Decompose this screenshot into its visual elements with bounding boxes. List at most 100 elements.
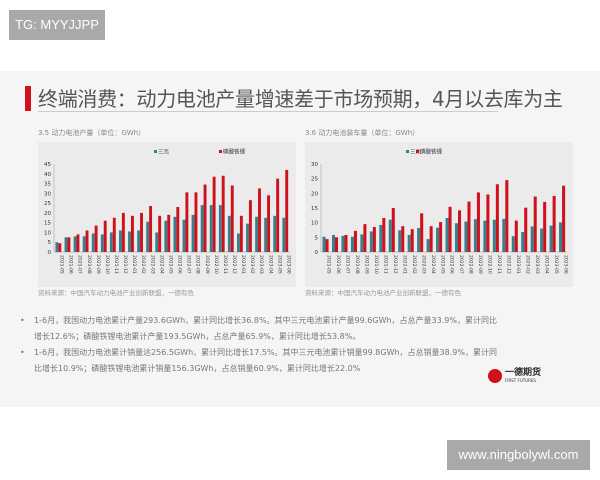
bar-lfp <box>467 201 471 252</box>
legend-label: 三元 <box>410 149 422 156</box>
bar-lfp <box>562 185 566 252</box>
legend-swatch <box>416 150 419 153</box>
bar-ternary <box>341 235 345 252</box>
bar-lfp <box>448 206 452 252</box>
x-tick-label: 2022-02 <box>411 255 417 274</box>
x-tick-label: 2022-10 <box>487 255 493 274</box>
y-tick-label: 15 <box>44 221 51 227</box>
x-tick-label: 2022-03 <box>149 255 155 274</box>
legend-swatch <box>219 150 222 153</box>
bar-ternary <box>173 216 177 252</box>
bar-lfp <box>552 195 556 252</box>
bar-ternary <box>464 221 468 252</box>
bar-lfp <box>221 175 225 252</box>
x-tick-label: 2023-05 <box>276 255 282 274</box>
bar-ternary <box>521 232 525 252</box>
bar-ternary <box>200 205 204 252</box>
x-tick-label: 2021-07 <box>345 255 351 274</box>
tg-tag: TG: MYYJJPP <box>9 10 105 40</box>
bar-lfp <box>76 234 80 252</box>
bar-lfp <box>285 169 289 252</box>
bar-ternary <box>426 239 430 252</box>
x-tick-label: 2022-10 <box>213 255 219 274</box>
bar-ternary <box>369 231 373 252</box>
bar-lfp <box>58 243 62 252</box>
bar-lfp <box>372 227 376 252</box>
bar-lfp <box>267 195 271 252</box>
x-tick-label: 2021-07 <box>77 255 83 274</box>
bar-lfp <box>391 208 395 252</box>
bullet-text: 1-6月，我国动力电池累计产量293.6GWh，累计同比增长36.8%。其中三元… <box>34 316 497 341</box>
x-tick-label: 2021-10 <box>104 255 110 274</box>
chart-source-installation: 资料来源：中国汽车动力电池产业创新联盟，一德有色 <box>305 289 461 297</box>
chart-source-production: 资料来源：中国汽车动力电池产业创新联盟，一德有色 <box>38 289 194 297</box>
x-tick-label: 2021-08 <box>86 255 92 274</box>
bar-lfp <box>524 207 528 252</box>
bar-lfp <box>239 215 243 252</box>
y-tick-label: 45 <box>44 162 51 168</box>
y-tick-label: 30 <box>44 191 51 197</box>
x-tick-label: 2022-09 <box>477 255 483 274</box>
bar-lfp <box>248 200 252 252</box>
bar-ternary <box>473 219 477 252</box>
x-tick-label: 2022-04 <box>430 255 436 274</box>
bar-ternary <box>82 236 86 252</box>
x-tick-label: 2021-05 <box>59 255 65 274</box>
bullet-production: • 1-6月，我国动力电池累计产量293.6GWh，累计同比增长36.8%。其中三… <box>20 316 497 341</box>
x-tick-label: 2021-12 <box>122 255 128 274</box>
bar-lfp <box>212 176 216 252</box>
bar-lfp <box>543 201 547 252</box>
legend-label: 三元 <box>158 149 170 156</box>
x-tick-label: 2022-04 <box>158 255 164 274</box>
bar-ternary <box>350 236 354 252</box>
x-tick-label: 2023-06 <box>562 255 568 274</box>
bar-lfp <box>85 230 89 252</box>
chart-title-installation: 3.6 动力电池装车量（单位：GWh） <box>305 129 420 137</box>
bar-ternary <box>64 237 68 252</box>
x-tick-label: 2022-02 <box>140 255 146 274</box>
bar-ternary <box>155 232 159 252</box>
x-tick-label: 2023-05 <box>553 255 559 274</box>
bar-ternary <box>209 205 213 252</box>
x-tick-label: 2023-01 <box>515 255 521 274</box>
bar-ternary <box>236 233 240 252</box>
bar-ternary <box>55 242 59 252</box>
x-tick-label: 2023-04 <box>543 255 549 274</box>
x-tick-label: 2022-09 <box>204 255 210 274</box>
bar-lfp <box>505 180 509 252</box>
bar-lfp <box>486 194 490 252</box>
bar-ternary <box>109 232 113 252</box>
bullet-sales: • 1-6月，我国动力电池累计销量达256.5GWh，累计同比增长17.5%。其中… <box>20 348 497 373</box>
bar-lfp <box>112 217 116 252</box>
bar-lfp <box>149 206 153 252</box>
bar-lfp <box>363 224 367 252</box>
bar-lfp <box>401 226 405 252</box>
y-tick-label: 35 <box>44 182 51 188</box>
watermark: www.ningbolywl.com <box>447 440 590 470</box>
x-tick-label: 2021-08 <box>354 255 360 274</box>
bar-lfp <box>276 178 280 252</box>
x-tick-label: 2022-05 <box>439 255 445 274</box>
bar-ternary <box>128 231 131 252</box>
x-tick-label: 2023-06 <box>285 255 291 274</box>
x-tick-label: 2023-02 <box>524 255 530 274</box>
bar-ternary <box>511 236 515 252</box>
bar-lfp <box>230 185 234 252</box>
bar-lfp <box>194 192 198 252</box>
title-accent <box>25 86 31 111</box>
bar-lfp <box>476 192 480 252</box>
bar-ternary <box>118 230 122 252</box>
x-tick-label: 2022-08 <box>195 255 201 274</box>
bar-ternary <box>322 236 326 252</box>
y-tick-label: 10 <box>311 221 318 227</box>
bar-lfp <box>458 210 462 252</box>
bar-lfp <box>382 217 386 252</box>
x-tick-label: 2023-03 <box>258 255 264 274</box>
bar-lfp <box>439 222 443 252</box>
bar-ternary <box>445 217 449 252</box>
x-tick-label: 2021-06 <box>68 255 74 274</box>
bar-lfp <box>67 237 71 252</box>
x-tick-label: 2021-12 <box>392 255 398 274</box>
x-tick-label: 2022-07 <box>186 255 192 274</box>
